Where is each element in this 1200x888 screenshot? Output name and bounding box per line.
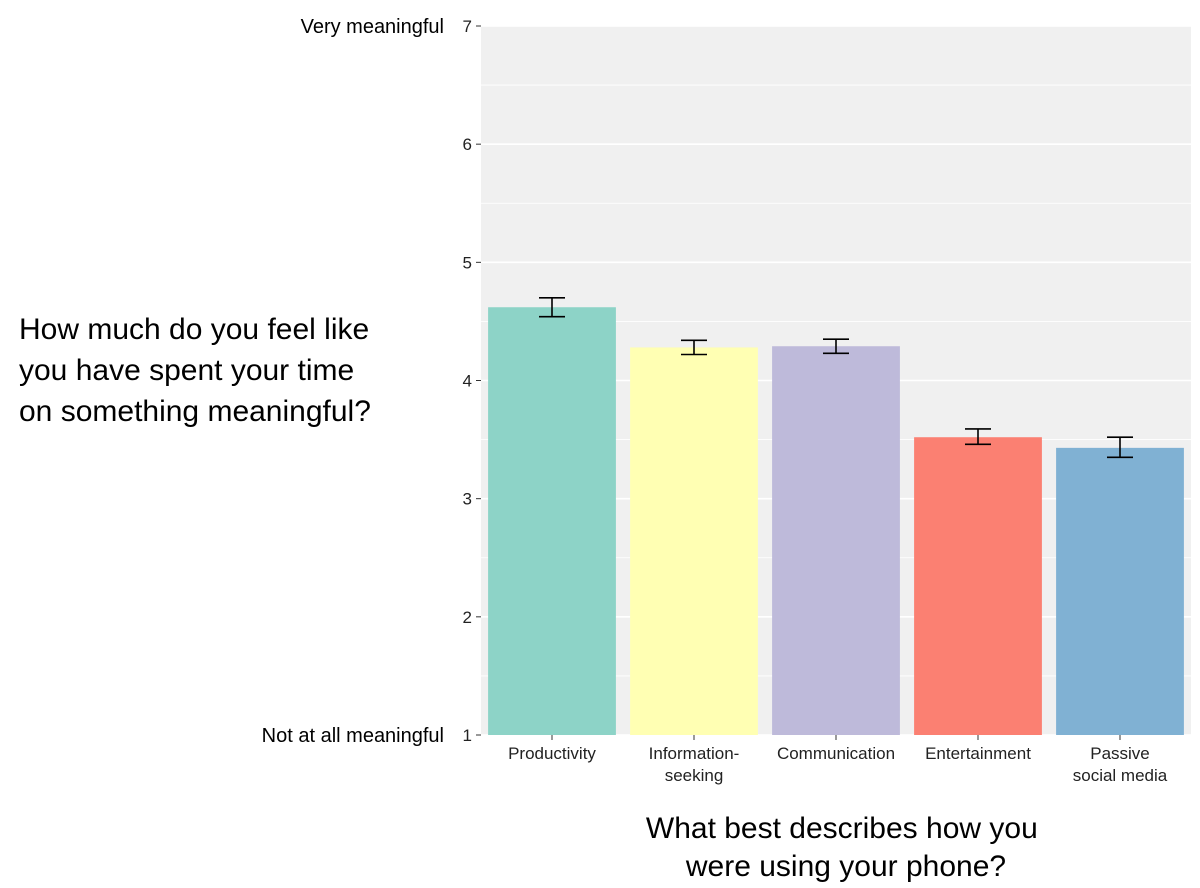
y-tick-label: 6 — [463, 135, 472, 154]
y-anchor-bottom-label: Not at all meaningful — [262, 725, 444, 747]
bar-3 — [914, 437, 1042, 735]
bars — [488, 307, 1184, 735]
bar-0 — [488, 307, 616, 735]
error-bars — [539, 296, 1133, 459]
x-tick-label-1: Information-seeking — [649, 744, 740, 785]
x-tick-label-line: social media — [1073, 766, 1168, 785]
x-axis-title: What best describes how you were using y… — [646, 812, 1046, 883]
bar-2 — [772, 346, 900, 735]
y-tick-label: 7 — [463, 17, 472, 36]
x-axis-title-line-1: What best describes how you — [646, 812, 1038, 845]
error-bar-2 — [823, 338, 849, 355]
y-axis-title-line-1: How much do you feel like — [19, 313, 369, 346]
x-axis: Productivity Information-seeking Communica… — [508, 735, 1168, 785]
error-bar-4 — [1107, 436, 1133, 459]
y-axis-title: How much do you feel like you have spent… — [19, 313, 378, 428]
x-tick-label-4: Passive social media — [1073, 744, 1168, 785]
y-tick-label: 3 — [463, 490, 472, 509]
x-tick-label-line: Communication — [777, 744, 895, 763]
x-axis-title-line-2: were using your phone? — [685, 850, 1006, 883]
y-tick-label: 5 — [463, 253, 472, 272]
y-tick-label: 1 — [463, 726, 472, 745]
y-axis-title-line-3: on something meaningful? — [19, 395, 371, 428]
x-tick-label-line: Information- — [649, 744, 740, 763]
x-tick-label-line: Entertainment — [925, 744, 1031, 763]
bar-4 — [1056, 447, 1184, 735]
x-tick-label-line: Passive — [1090, 744, 1150, 763]
y-anchor-top-label: Very meaningful — [301, 16, 444, 38]
error-bar-0 — [539, 296, 565, 318]
y-axis: 1 2 3 4 5 6 7 — [463, 17, 481, 745]
y-axis-title-line-2: you have spent your time — [19, 354, 354, 387]
x-tick-label-2: Communication — [777, 744, 895, 763]
bar-1 — [630, 347, 758, 735]
x-tick-label-0: Productivity — [508, 744, 596, 763]
y-tick-label: 2 — [463, 608, 472, 627]
x-tick-label-line: Productivity — [508, 744, 596, 763]
error-bar-3 — [965, 428, 991, 446]
y-tick-label: 4 — [463, 372, 472, 391]
x-tick-label-line: seeking — [665, 766, 724, 785]
x-tick-label-3: Entertainment — [925, 744, 1031, 763]
error-bar-1 — [681, 339, 707, 356]
